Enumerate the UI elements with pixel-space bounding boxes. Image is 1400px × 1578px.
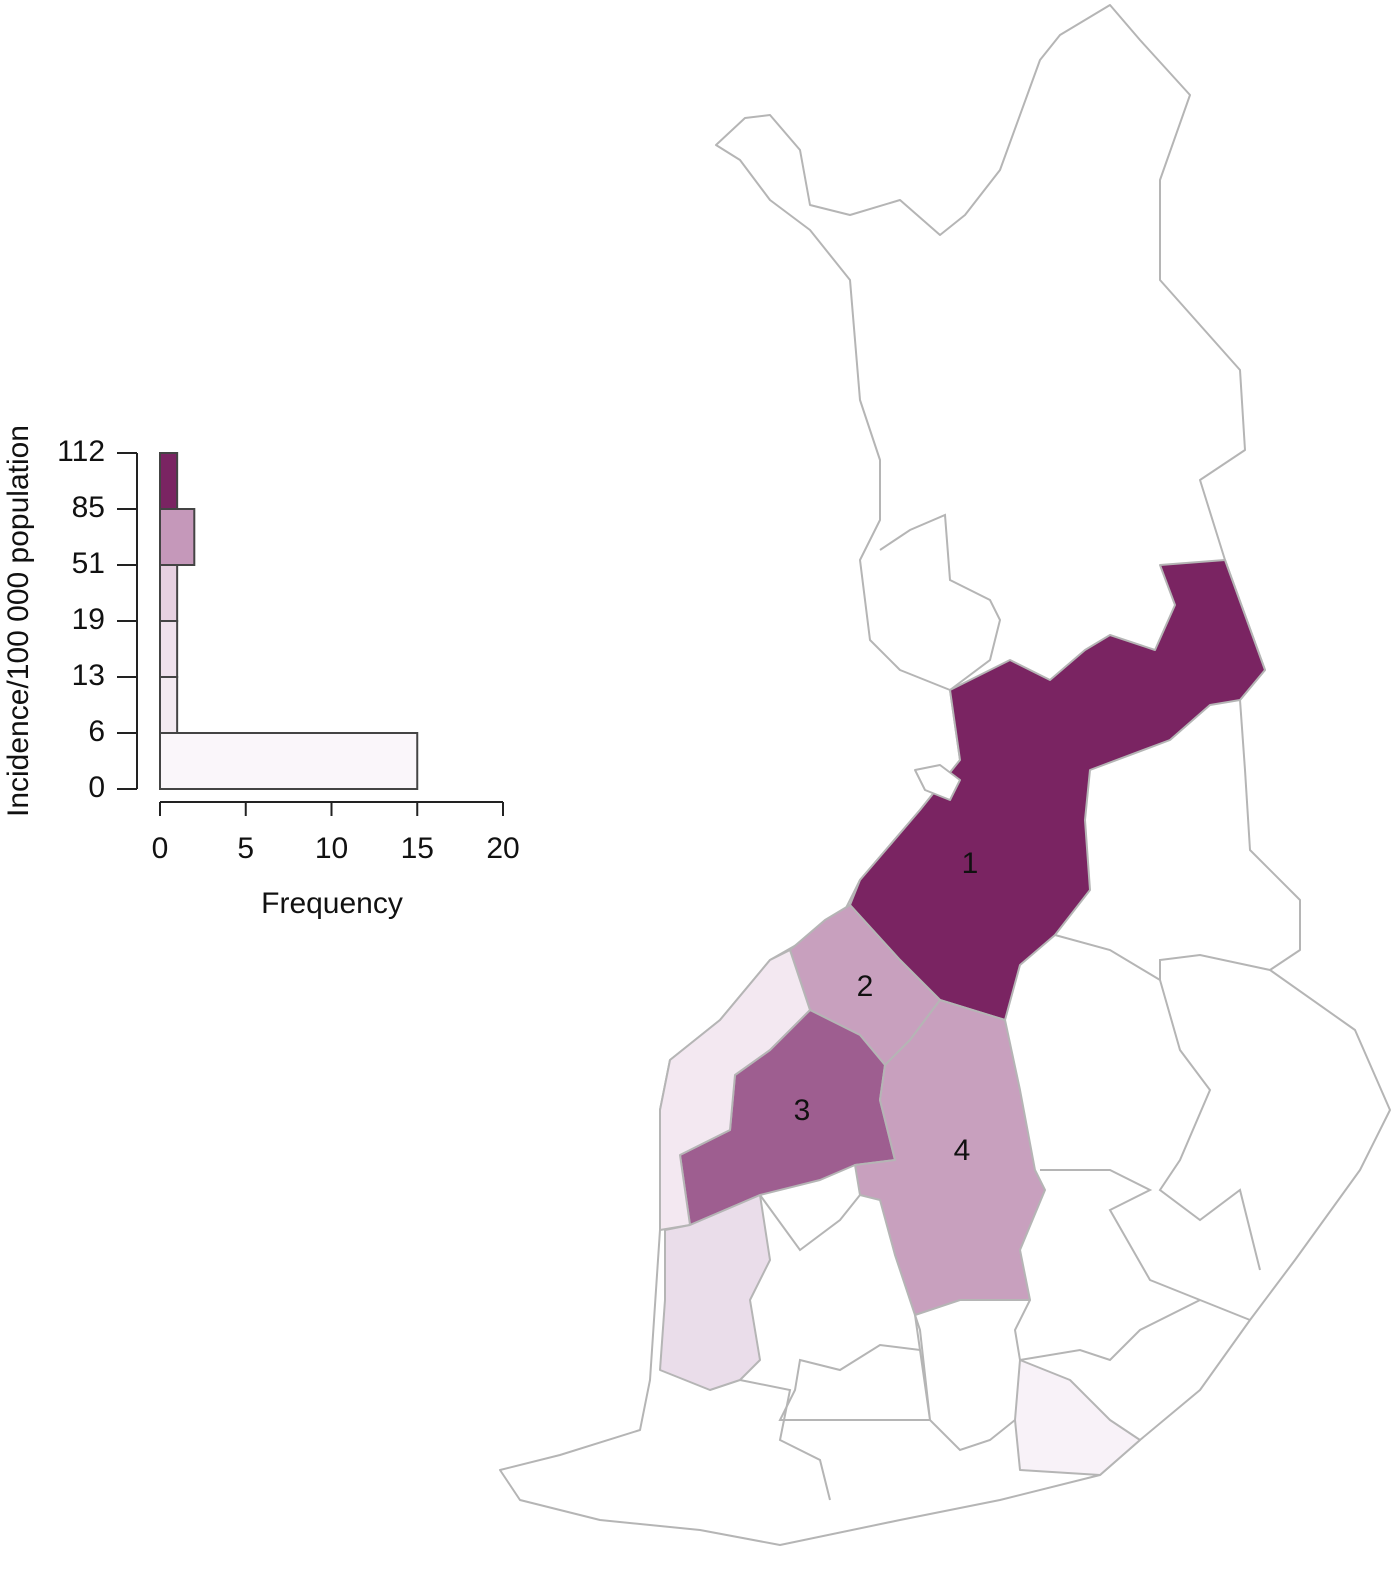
y-tick-label: 85: [72, 491, 105, 524]
map: 1 2 3 4: [499, 4, 1391, 1546]
region-label: 2: [857, 970, 874, 1003]
y-tick-label: 51: [72, 547, 105, 580]
region-border: [1054, 934, 1271, 982]
x-tick-label: 10: [315, 832, 348, 865]
bar: [159, 676, 179, 734]
bar: [159, 508, 196, 566]
region-border: [739, 1379, 831, 1501]
y-tick-label: 112: [57, 435, 105, 468]
x-axis-title: Frequency: [261, 887, 403, 920]
region-border: [759, 1194, 861, 1252]
x-tick-label: 0: [152, 832, 169, 865]
region-border: [879, 513, 1002, 691]
region-border: [1013, 1299, 1201, 1362]
region-border: [778, 1314, 1016, 1452]
y-tick-label: 13: [72, 659, 105, 692]
region-label: 3: [794, 1094, 811, 1127]
region-border: [1158, 979, 1261, 1271]
y-axis-title: Incidence/100 000 population: [2, 425, 35, 817]
bar: [159, 564, 179, 622]
region-label: 1: [962, 847, 979, 880]
bar: [159, 452, 179, 510]
region-southwest: [659, 1194, 771, 1391]
region-label: 4: [954, 1134, 971, 1167]
region-southeast: [1014, 1359, 1141, 1476]
bar: [159, 732, 419, 790]
y-tick-label: 0: [88, 771, 105, 804]
bar: [159, 620, 179, 678]
x-tick-label: 20: [486, 832, 519, 865]
island: [914, 764, 961, 801]
histogram: Frequency Incidence/100 000 population 0…: [2, 425, 520, 920]
region-border: [914, 1314, 931, 1421]
y-tick-label: 6: [88, 715, 105, 748]
x-tick-label: 15: [401, 832, 434, 865]
x-tick-label: 5: [237, 832, 254, 865]
y-tick-label: 19: [72, 603, 105, 636]
region-4: [854, 999, 1046, 1316]
